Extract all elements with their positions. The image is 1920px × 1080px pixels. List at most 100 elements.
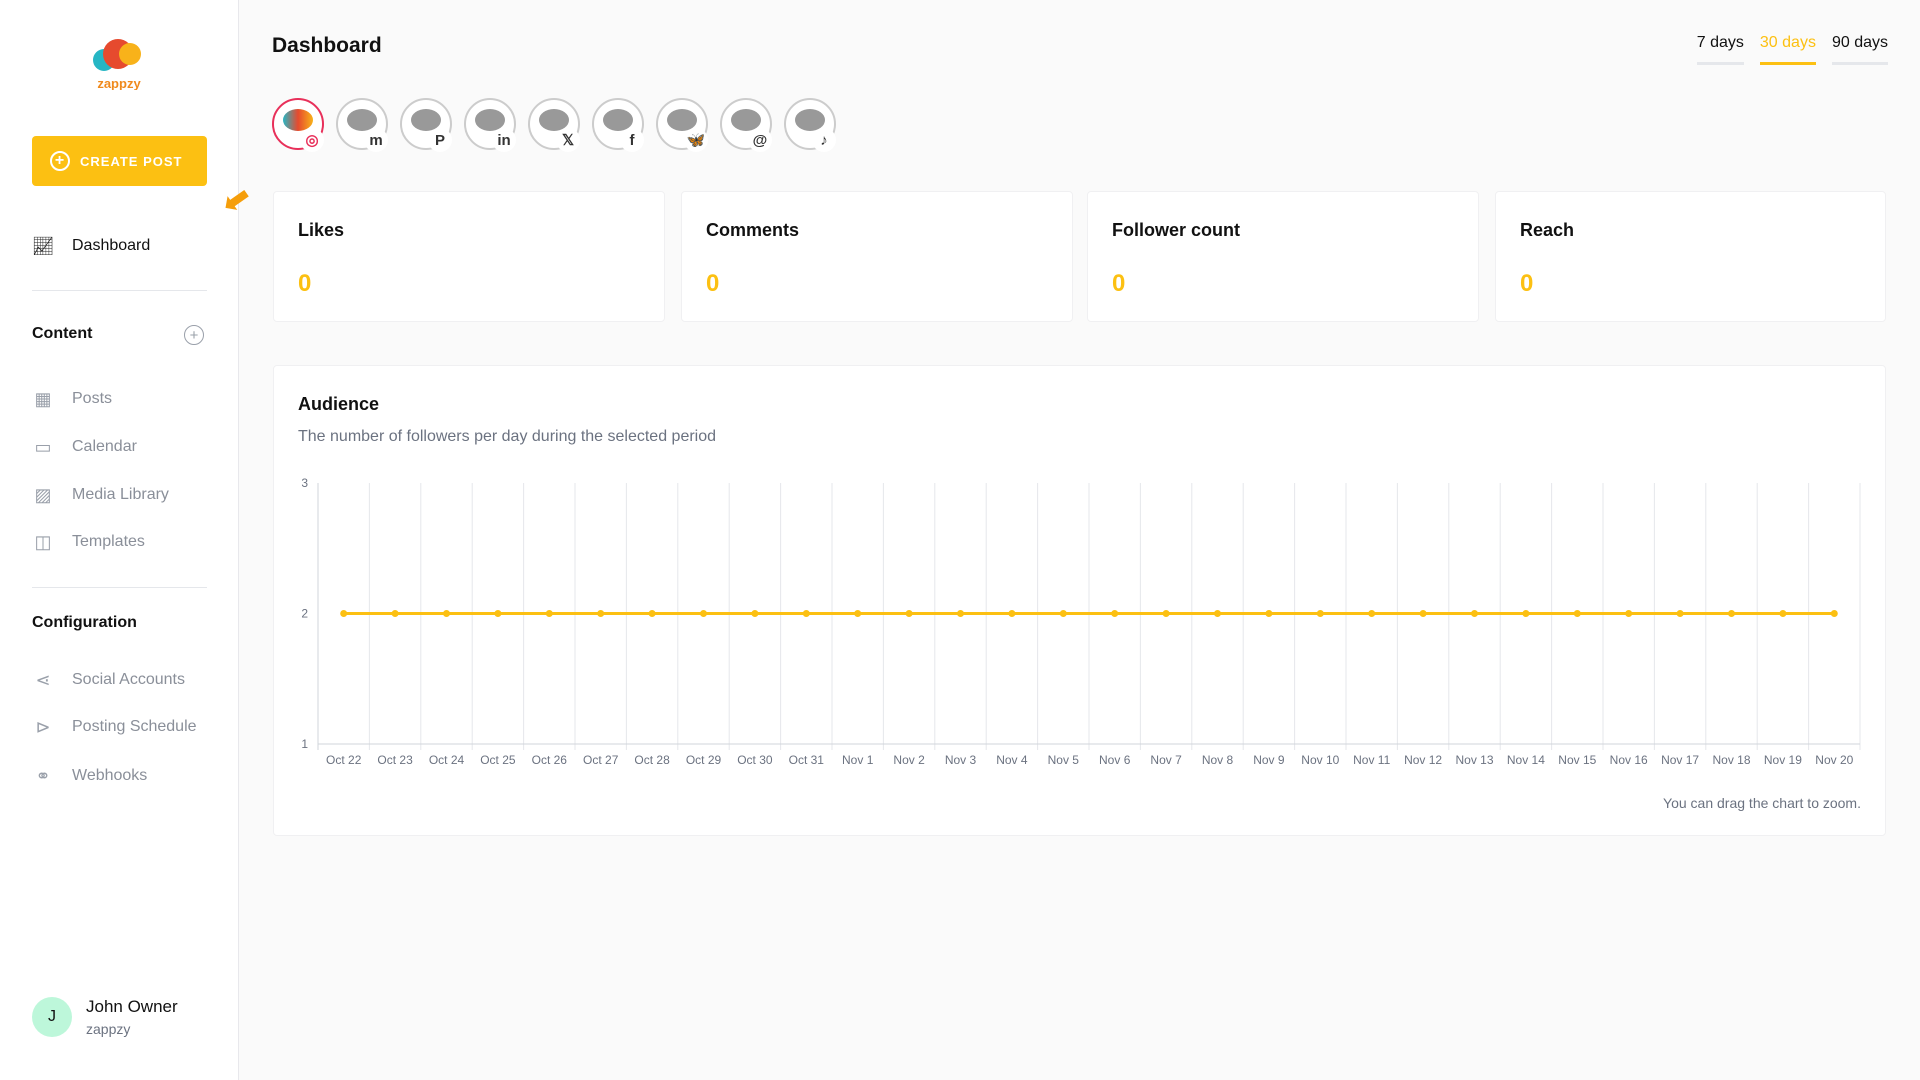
x-tick-label: Nov 5 [1048,753,1080,767]
divider [32,290,207,291]
stat-value: 0 [1112,270,1126,297]
data-point [1368,610,1376,617]
account-avatar-x[interactable]: 𝕏 [528,98,580,152]
stat-card-reach: Reach 0 [1495,191,1886,322]
data-point [1265,610,1273,617]
x-tick-label: Nov 11 [1353,753,1390,767]
sidebar-item-calendar[interactable]: ▭ Calendar [32,436,136,458]
x-tick-label: Nov 2 [893,753,925,767]
tiktok-icon: ♪ [812,128,836,152]
stat-label: Follower count [1112,220,1240,240]
account-avatar-instagram[interactable]: ◎ [272,98,324,152]
x-tick-label: Nov 20 [1815,753,1853,767]
data-point [1676,610,1684,617]
x-tick-label: Oct 26 [532,753,568,767]
add-content-icon[interactable]: + [184,325,204,345]
create-post-button[interactable]: + CREATE POST [32,136,207,186]
calendar-icon: ▭ [34,436,52,457]
data-point [905,610,913,617]
data-point [802,610,810,617]
y-tick-label: 2 [301,607,308,621]
linkedin-icon: in [492,128,516,152]
data-point [1111,610,1119,617]
data-point [1214,610,1221,617]
y-tick-label: 1 [301,737,308,751]
stat-value: 0 [706,270,720,297]
x-tick-label: Oct 29 [686,753,722,767]
account-avatar-pinterest[interactable]: P [400,98,452,152]
threads-icon: @ [748,128,772,152]
tab-7-days[interactable]: 7 days [1696,34,1744,65]
x-tick-label: Nov 14 [1507,753,1545,767]
data-point [494,610,502,617]
tab-30-days[interactable]: 30 days [1759,34,1816,65]
sidebar-item-dashboard[interactable]: 📈︎ Dashboard [31,235,151,256]
account-avatar-threads[interactable]: @ [720,98,772,152]
bluesky-icon: 🦋 [684,128,708,152]
account-avatar-tiktok[interactable]: ♪ [784,98,836,152]
account-logo [475,109,505,131]
chart-icon: 📈︎ [31,235,55,256]
data-point [1008,610,1016,617]
account-avatar-mastodon[interactable]: m [336,98,388,152]
zoom-hint: You can drag the chart to zoom. [1663,795,1861,811]
tab-90-days[interactable]: 90 days [1831,34,1888,65]
stat-label: Likes [298,220,345,240]
audience-chart[interactable]: 1 2 3 Oct 22 Oct 23 Oct 24 Oct 25 Oct 26 Oct 27 O… [274,366,1887,786]
x-tick-label: Nov 13 [1455,753,1493,767]
data-point [1779,610,1787,617]
account-avatar-bluesky[interactable]: 🦋 [656,98,708,152]
x-tick-label: Nov 8 [1202,753,1234,767]
data-point [1573,610,1581,617]
zappzy-logo[interactable]: zappzy [84,36,154,91]
schedule-icon: ⊳ [35,716,51,737]
x-tick-label: Nov 7 [1150,753,1182,767]
stat-value: 0 [298,270,312,297]
data-point [545,610,553,617]
x-tick-label: Oct 23 [377,753,413,767]
audience-subtitle: The number of followers per day during t… [298,428,717,445]
data-point [1059,610,1067,617]
user-profile[interactable]: J John Owner zappzy [32,997,178,1037]
sidebar-item-webhooks[interactable]: ⚭ Webhooks [32,765,147,787]
data-point [648,610,656,617]
user-name: John Owner [86,997,178,1016]
audience-title: Audience [298,394,380,414]
account-logo [731,109,761,131]
x-tick-label: Nov 6 [1099,753,1131,767]
sidebar-item-templates[interactable]: ◫ Templates [32,531,144,553]
x-tick-label: Nov 12 [1404,753,1442,767]
account-logo [283,109,313,131]
account-avatar-facebook[interactable]: f [592,98,644,152]
x-tick-label: Oct 30 [737,753,773,767]
sidebar-item-social-accounts[interactable]: ⋖ Social Accounts [32,669,185,691]
stat-card-comments: Comments 0 [681,191,1073,322]
x-tick-label: Nov 1 [842,753,874,767]
data-point [1728,610,1735,617]
content-heading: Content [32,325,93,342]
plus-circle-icon: + [50,151,70,171]
sidebar-item-posting-schedule[interactable]: ⊳ Posting Schedule [32,716,196,738]
x-tick-label: Nov 9 [1253,753,1285,767]
x-tick-label: Nov 19 [1764,753,1802,767]
data-point [1316,610,1324,617]
share-icon: ⋖ [35,669,51,690]
pinterest-icon: P [428,128,452,152]
template-icon: ◫ [34,531,52,552]
sidebar-item-media-library[interactable]: ▨ Media Library [32,484,168,506]
data-point [1625,610,1633,617]
x-tick-label: Oct 31 [789,753,825,767]
x-tick-label: Nov 17 [1661,753,1699,767]
sidebar-item-posts[interactable]: ▦ Posts [32,388,112,410]
account-logo [795,109,825,131]
grid-icon: ▦ [34,388,52,409]
x-tick-label: Nov 15 [1558,753,1596,767]
data-point [443,610,450,617]
data-point [1522,610,1530,617]
x-tick-label: Oct 27 [583,753,619,767]
mastodon-icon: m [364,128,388,152]
data-point [854,610,862,617]
account-avatar-linkedin[interactable]: in [464,98,516,152]
account-logo [667,109,697,131]
y-tick-label: 3 [301,476,308,490]
